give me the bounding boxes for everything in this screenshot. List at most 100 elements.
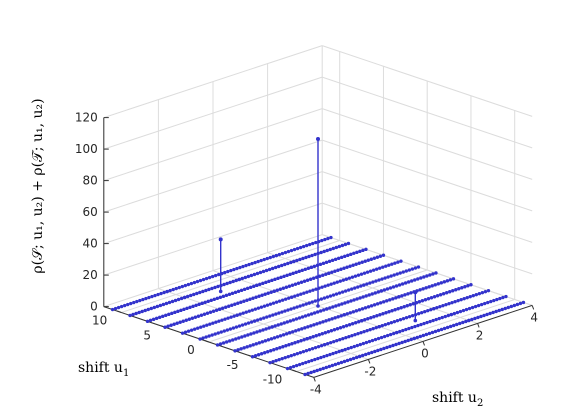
stem-point (301, 361, 305, 366)
stem-point (368, 327, 372, 332)
stem-point (418, 334, 423, 339)
stem-point (278, 334, 283, 338)
stem-point (158, 303, 163, 308)
y-tick-label: -2 (364, 364, 376, 378)
stem-point (189, 281, 194, 286)
stem-point (287, 296, 291, 300)
stem-point (463, 285, 467, 289)
stem-point (360, 260, 364, 264)
stem-point (132, 300, 136, 305)
stem-point (264, 268, 269, 273)
stem-point (388, 298, 392, 302)
stem-point (497, 308, 501, 313)
stem-point (119, 304, 124, 309)
stem-point (250, 308, 255, 312)
stem-point (397, 283, 402, 287)
stem-point (146, 307, 150, 312)
stem-point (299, 280, 304, 284)
stem-point (311, 241, 315, 246)
stem-point (335, 280, 339, 284)
stem-point (438, 293, 443, 297)
stem-point (240, 323, 245, 327)
stem-point (216, 284, 220, 289)
stem-point (369, 304, 374, 308)
stem-point (296, 340, 300, 344)
z-tick-label: 0 (90, 300, 98, 314)
stem-point (316, 304, 320, 308)
stem-point (365, 328, 369, 333)
stem-point (401, 270, 405, 274)
stem-point (280, 356, 284, 361)
stem-point (251, 296, 255, 300)
stem-point (434, 317, 438, 322)
stem-point (283, 297, 288, 301)
stem-point (365, 282, 369, 286)
stem-point (279, 275, 283, 280)
stem-point (416, 265, 421, 269)
stem-point (184, 318, 188, 322)
stem-point (298, 257, 302, 262)
stem-point (379, 347, 383, 352)
stem-point (335, 338, 339, 343)
stem-point (306, 266, 311, 271)
stem-point (259, 317, 263, 321)
stem-point (322, 296, 327, 300)
stem-point (363, 259, 367, 263)
stem-point (304, 243, 309, 248)
stem-point (429, 296, 434, 300)
stem-point (179, 308, 183, 313)
stem-point (148, 318, 153, 323)
stem-point (235, 313, 239, 317)
stem-point (324, 260, 329, 265)
stem-point (238, 312, 242, 316)
stem-point (204, 288, 208, 293)
stem-point (349, 252, 353, 257)
stem-point (336, 315, 340, 319)
stem-point (248, 344, 252, 348)
stem-point (321, 261, 326, 266)
z-tick-label: 20 (83, 268, 98, 282)
stem-point (238, 265, 242, 270)
stem-point (205, 311, 210, 315)
stem-point (452, 311, 457, 316)
stem-point (200, 301, 204, 306)
stem-point (305, 337, 309, 341)
stem-point (437, 316, 441, 321)
stem-point (352, 298, 356, 302)
stem-point (283, 262, 287, 267)
stem-point (258, 329, 262, 333)
stem-point (234, 278, 238, 283)
stem-point (204, 276, 209, 281)
stem-point (269, 290, 273, 294)
stem-point (205, 323, 209, 327)
stem-point (372, 315, 376, 319)
stem-point (381, 265, 385, 269)
stem-point (236, 289, 241, 294)
stem-point (217, 307, 222, 311)
stem-point (309, 324, 313, 328)
stem-point (289, 353, 293, 358)
x-tick-mark (204, 340, 209, 343)
stem-point (401, 316, 406, 321)
stem-point (210, 286, 214, 291)
stem-point (241, 311, 245, 315)
stem-point (289, 248, 294, 253)
stem-point (344, 335, 348, 340)
stem-point (196, 314, 201, 318)
stem-point (439, 327, 444, 332)
stem-point (191, 304, 195, 309)
stem-point (242, 346, 246, 350)
stem-point (413, 324, 417, 329)
stem-point (331, 305, 335, 309)
stem-point (283, 250, 288, 255)
stem-point (273, 277, 277, 282)
stem-point (147, 295, 151, 300)
stem-point (162, 290, 166, 295)
stem-point (394, 284, 399, 288)
stem-point (495, 297, 499, 302)
stem-point (232, 267, 236, 272)
stem-point (345, 312, 349, 316)
stem-point (328, 247, 332, 252)
stem-point (231, 279, 235, 284)
stem-point (295, 246, 300, 251)
